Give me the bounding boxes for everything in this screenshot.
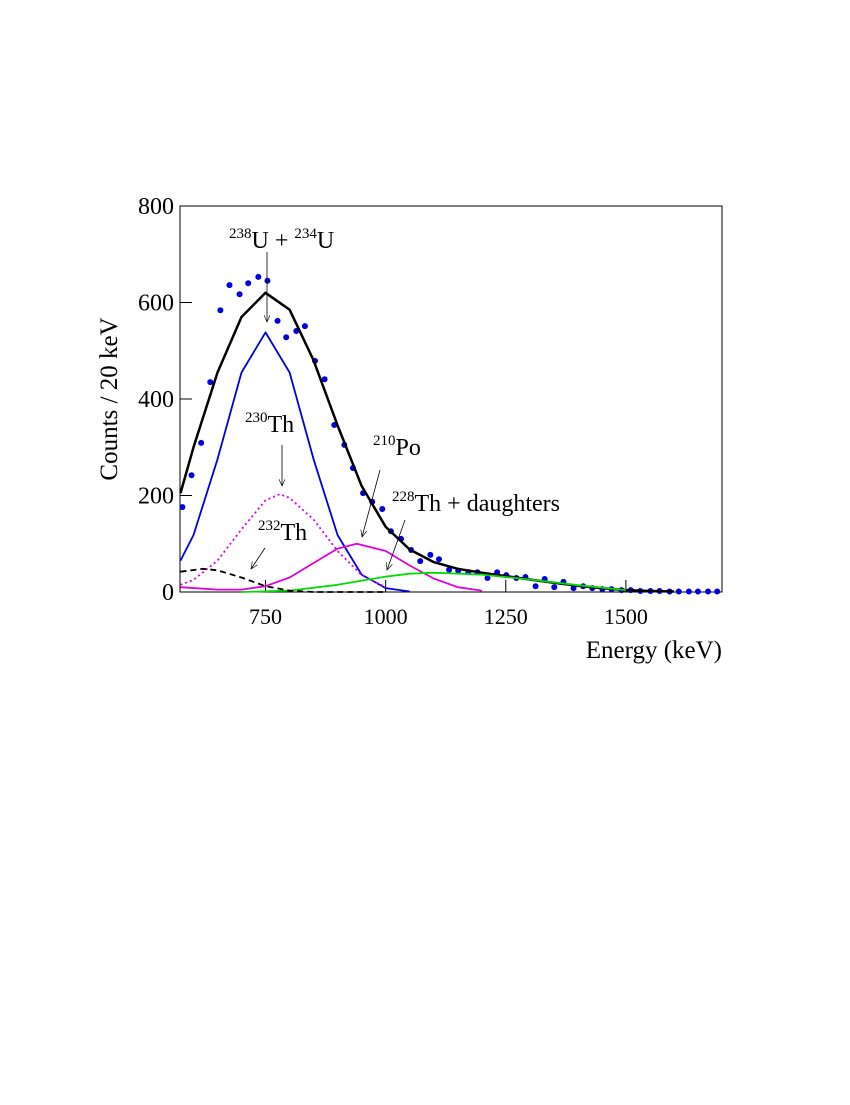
data-point <box>283 334 290 341</box>
data-point <box>264 277 271 284</box>
superscript: 232 <box>258 518 281 534</box>
data-point <box>551 584 558 591</box>
data-point <box>207 379 214 386</box>
data-point <box>532 583 539 590</box>
x-tick-label: 1000 <box>364 604 408 629</box>
data-point <box>694 588 701 595</box>
data-point <box>226 282 233 289</box>
data-point <box>435 556 442 563</box>
y-tick-label: 800 <box>138 194 174 220</box>
superscript: 230 <box>245 410 268 426</box>
annotation-arrow <box>387 519 406 570</box>
data-point <box>714 588 721 595</box>
annotation: 232Th <box>258 518 307 546</box>
data-point <box>245 280 252 287</box>
superscript: 228 <box>392 489 415 505</box>
annotation-text: Th + daughters <box>415 491 561 517</box>
data-point <box>188 472 195 479</box>
x-tick-label: 1250 <box>484 604 528 629</box>
data-point <box>321 376 328 383</box>
data-point <box>217 307 224 314</box>
x-axis-label: Energy (keV) <box>586 637 722 664</box>
fit-curve <box>241 571 626 593</box>
annotation-arrow <box>362 469 381 537</box>
data-point <box>379 506 386 513</box>
data-point <box>570 585 577 592</box>
superscript: 210 <box>373 433 396 449</box>
data-point <box>274 317 281 324</box>
data-point <box>198 439 205 446</box>
annotation-text: U <box>317 228 334 254</box>
data-point <box>301 323 308 330</box>
data-point <box>446 566 453 573</box>
x-tick-label: 750 <box>249 604 282 629</box>
fit-curve <box>179 291 675 593</box>
y-axis-label: Counts / 20 keV <box>96 317 123 480</box>
y-tick-label: 400 <box>138 387 174 413</box>
data-point <box>417 558 424 565</box>
fit-curve <box>180 542 482 592</box>
annotation-text: Po <box>396 435 421 461</box>
x-tick-label: 1500 <box>604 604 648 629</box>
superscript: 238 <box>229 226 252 242</box>
annotation: 230Th <box>245 410 294 438</box>
annotation-text: Th <box>268 412 295 438</box>
data-point <box>236 291 243 298</box>
data-point <box>484 575 491 582</box>
fit-curve <box>180 567 386 593</box>
annotation-text: U + <box>252 228 295 254</box>
annotation: 238U + 234U <box>229 226 334 254</box>
fit-curve <box>180 493 387 589</box>
data-point <box>685 588 692 595</box>
y-tick-label: 600 <box>138 291 174 317</box>
annotation-arrow <box>251 547 266 569</box>
superscript: 234 <box>294 226 317 242</box>
data-point <box>255 273 262 280</box>
annotation: 228Th + daughters <box>392 489 560 517</box>
y-tick-label: 0 <box>162 580 174 606</box>
data-point <box>705 588 712 595</box>
data-point <box>179 504 186 511</box>
data-point <box>427 551 434 558</box>
plot-frame <box>179 205 723 593</box>
y-tick-label: 200 <box>138 484 174 510</box>
data-point <box>675 588 682 595</box>
annotation: 210Po <box>373 433 421 461</box>
fit-curve <box>179 331 410 593</box>
annotation-text: Th <box>281 520 308 546</box>
